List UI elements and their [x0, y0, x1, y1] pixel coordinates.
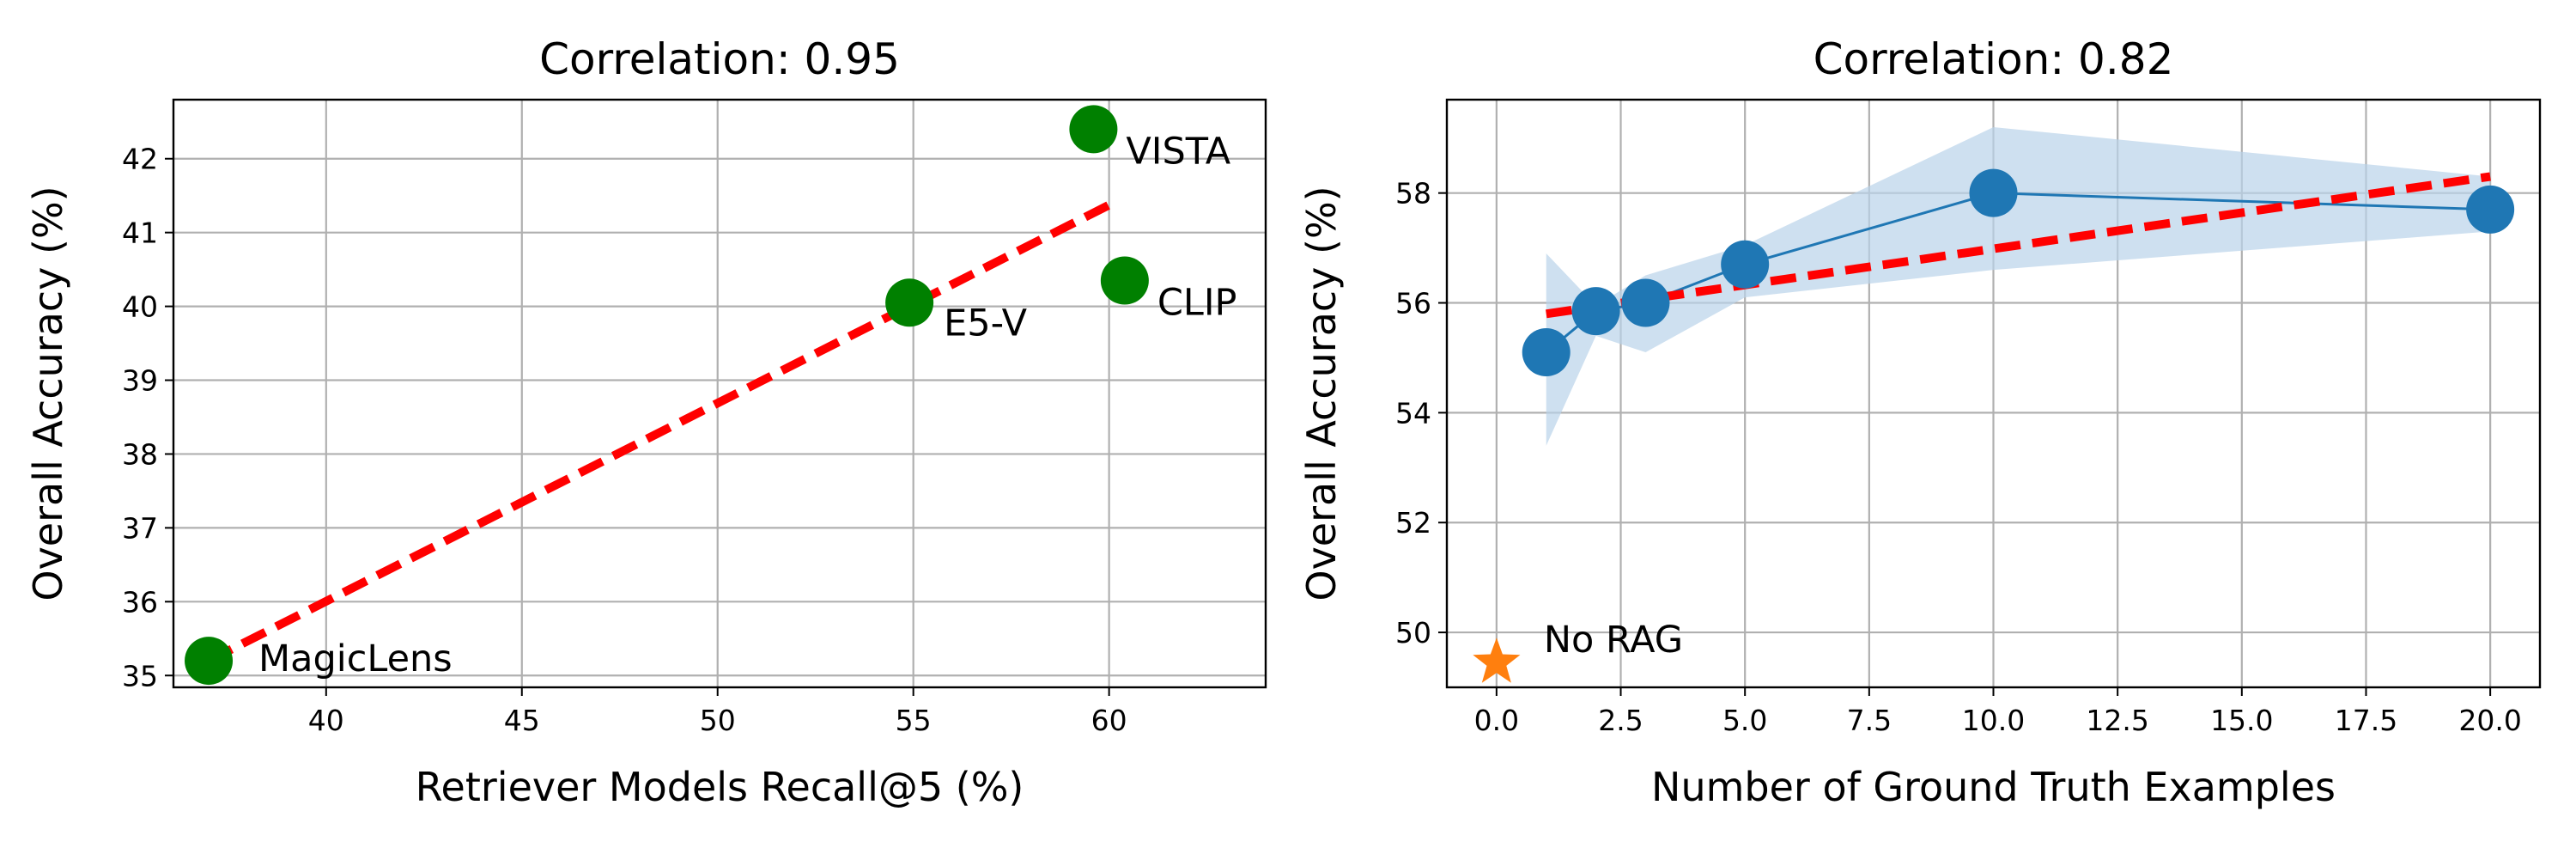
- x-tick-label: 5.0: [1722, 704, 1767, 737]
- x-tick-label: 50: [700, 704, 736, 737]
- point-label: MagicLens: [258, 637, 453, 680]
- y-tick-label: 56: [1395, 287, 1431, 320]
- x-tick-label: 45: [504, 704, 540, 737]
- y-tick-label: 37: [122, 511, 158, 545]
- grid-lines: [173, 100, 1266, 687]
- x-tick-label: 0.0: [1474, 704, 1519, 737]
- y-axis-label: Overall Accuracy (%): [1298, 186, 1345, 601]
- x-tick-label: 40: [308, 704, 344, 737]
- data-point: [185, 637, 234, 686]
- point-label: VISTA: [1126, 130, 1230, 173]
- plot-frame: [172, 98, 1267, 689]
- y-tick-label: 41: [122, 217, 158, 250]
- x-tick-label: 55: [896, 704, 932, 737]
- left-chart-panel: 40 45 50 55 60 35 36 37 38 39 40 41 42 MagicLens E5-V V…: [25, 34, 1267, 810]
- y-tick-label: 52: [1395, 506, 1431, 540]
- chart-title: Correlation: 0.95: [539, 34, 900, 84]
- data-point: [1721, 240, 1770, 289]
- x-tick-label: 60: [1091, 704, 1127, 737]
- y-tick-label: 50: [1395, 616, 1431, 650]
- data-point: [1969, 168, 2018, 217]
- y-tick-label: 35: [122, 659, 158, 692]
- y-tick-label: 39: [122, 364, 158, 398]
- x-tick-label: 2.5: [1598, 704, 1643, 737]
- x-tick-label: 12.5: [2086, 704, 2148, 737]
- y-tick-label: 36: [122, 585, 158, 619]
- plot-frame: [1445, 98, 2542, 689]
- data-point: [1069, 105, 1118, 154]
- trend-line: [206, 198, 1115, 665]
- data-point: [1621, 278, 1670, 327]
- x-tick-label: 17.5: [2335, 704, 2397, 737]
- chart-title: Correlation: 0.82: [1814, 34, 2174, 84]
- data-point: [1571, 287, 1620, 336]
- y-tick-label: 54: [1395, 396, 1431, 430]
- x-axis-label: Number of Ground Truth Examples: [1651, 764, 2336, 810]
- y-tick-label: 38: [122, 437, 158, 471]
- data-point: [885, 278, 934, 327]
- y-tick-label: 42: [122, 143, 158, 176]
- data-point: [2466, 185, 2515, 234]
- trend-line: [1546, 172, 2491, 319]
- confidence-band: [1546, 126, 2491, 446]
- y-axis-label: Overall Accuracy (%): [25, 186, 71, 601]
- point-label: E5-V: [944, 302, 1028, 345]
- data-point: [1522, 328, 1571, 377]
- x-tick-label: 7.5: [1847, 704, 1892, 737]
- baseline-label: No RAG: [1544, 619, 1683, 662]
- x-tick-label: 10.0: [1962, 704, 2025, 737]
- y-tick-label: 40: [122, 290, 158, 324]
- right-chart-panel: 0.0 2.5 5.0 7.5 10.0 12.5 15.0 17.5 20.0 50 52 54 56…: [1298, 34, 2542, 810]
- baseline-star-marker: [1473, 637, 1521, 683]
- point-label: CLIP: [1157, 282, 1237, 325]
- data-point: [1100, 256, 1149, 305]
- x-tick-label: 15.0: [2210, 704, 2273, 737]
- x-tick-label: 20.0: [2458, 704, 2521, 737]
- y-tick-label: 58: [1395, 177, 1431, 210]
- x-axis-label: Retriever Models Recall@5 (%): [416, 764, 1024, 810]
